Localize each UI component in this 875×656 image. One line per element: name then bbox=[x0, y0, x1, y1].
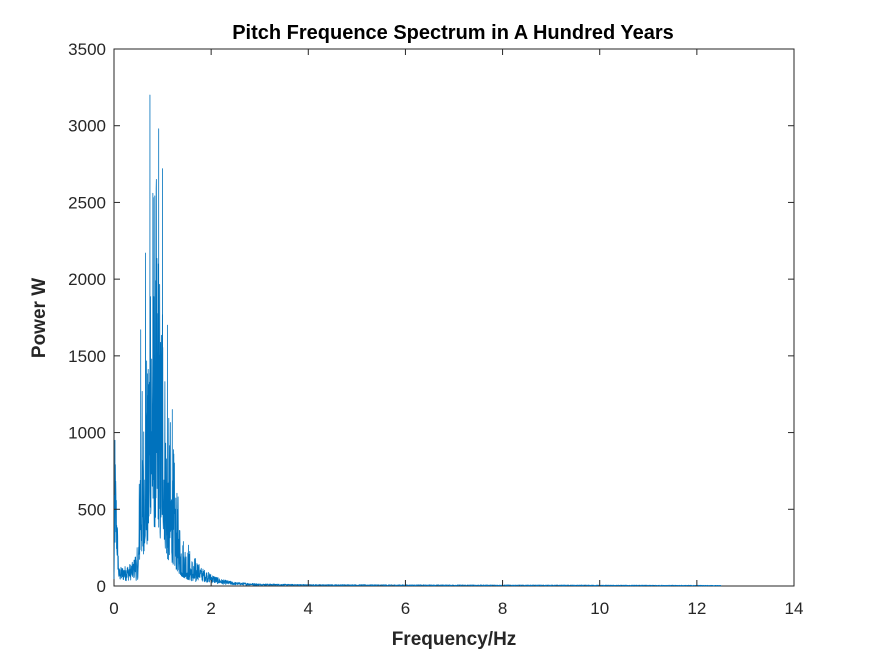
ticks-layer: 0 2 4 6 8 10 12 14 0 500 1000 1500 2000 2500 3000 3500 bbox=[68, 40, 803, 618]
x-tick-label: 14 bbox=[785, 599, 804, 618]
y-tick-label: 500 bbox=[78, 500, 106, 519]
y-axis-label: Power W bbox=[29, 278, 50, 358]
y-tick-label: 2000 bbox=[68, 270, 106, 289]
x-tick-label: 4 bbox=[304, 599, 313, 618]
y-tick-label: 3000 bbox=[68, 117, 106, 136]
chart-title: Pitch Frequence Spectrum in A Hundred Ye… bbox=[232, 22, 674, 44]
x-tick-label: 8 bbox=[498, 599, 507, 618]
y-tick-label: 2500 bbox=[68, 193, 106, 212]
y-tick-label: 0 bbox=[97, 577, 106, 596]
plot-area bbox=[113, 48, 795, 587]
y-tick-label: 1500 bbox=[68, 347, 106, 366]
x-tick-label: 6 bbox=[401, 599, 410, 618]
x-axis-label: Frequency/Hz bbox=[392, 629, 517, 650]
y-tick-label: 3500 bbox=[68, 40, 106, 59]
series-layer bbox=[113, 94, 722, 587]
x-tick-label: 10 bbox=[590, 599, 609, 618]
x-tick-label: 0 bbox=[109, 599, 118, 618]
y-tick-label: 1000 bbox=[68, 424, 106, 443]
series-line-0 bbox=[113, 94, 722, 587]
x-tick-label: 12 bbox=[687, 599, 706, 618]
x-tick-label: 2 bbox=[206, 599, 215, 618]
